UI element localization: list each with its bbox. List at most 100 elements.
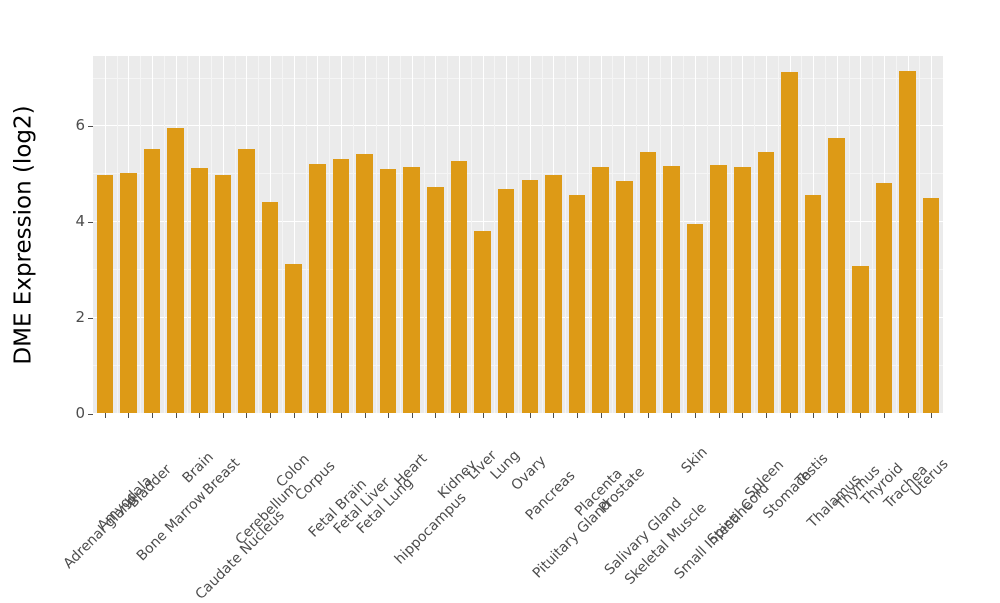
- bar: [261, 202, 279, 413]
- x-axis-tickmark: [222, 413, 224, 418]
- bar: [852, 265, 869, 413]
- bar: [143, 148, 161, 413]
- bar: [757, 152, 775, 413]
- y-axis-tick-label: 4: [48, 212, 93, 230]
- plot-panel: [93, 56, 943, 413]
- x-axis-tick-labels: Adrenal gland Amygdala Bladder Bone Marrow B…: [60, 419, 952, 603]
- x-axis-tickmark: [128, 413, 130, 418]
- bar: [710, 164, 727, 413]
- gridline-minor-vertical: [281, 56, 283, 413]
- x-axis-tickmark: [789, 413, 791, 418]
- x-axis-tickmark: [695, 413, 697, 418]
- bar: [285, 263, 302, 413]
- bar: [427, 186, 444, 413]
- x-axis-tickmark: [577, 413, 579, 418]
- gridline-minor-vertical: [848, 56, 850, 413]
- gridline-minor-vertical: [565, 56, 567, 413]
- x-axis-tickmark: [482, 413, 484, 418]
- x-axis-tickmark: [104, 413, 106, 418]
- x-axis-tick-text: hippocampus: [392, 489, 470, 568]
- y-axis-tick-text: 4: [75, 212, 85, 231]
- bar: [734, 167, 751, 413]
- x-axis-tickmark: [458, 413, 460, 418]
- x-axis-tickmark: [860, 413, 862, 418]
- bar: [356, 154, 373, 413]
- gridline-minor-vertical: [706, 56, 708, 413]
- x-axis-tickmark: [293, 413, 295, 418]
- gridline-minor-vertical: [116, 56, 118, 413]
- gridline-minor-vertical: [329, 56, 331, 413]
- gridline-minor-vertical: [754, 56, 756, 413]
- gridline-minor-vertical: [872, 56, 874, 413]
- gridline-minor-vertical: [541, 56, 543, 413]
- bar: [639, 151, 657, 413]
- x-axis-tickmark: [270, 413, 272, 418]
- x-axis-tickmark: [907, 413, 909, 418]
- bar: [497, 189, 515, 413]
- gridline-minor-vertical: [234, 56, 236, 413]
- y-axis-tick-text: 0: [75, 404, 85, 422]
- bar: [332, 158, 350, 413]
- bar-chart-figure: DME Expression (log2) 0 2 4 6 Adrenal gland…: [0, 0, 952, 603]
- bar: [214, 175, 232, 413]
- x-axis-tickmark: [317, 413, 319, 418]
- x-axis-tick-label: Ovary: [508, 423, 579, 494]
- x-axis-tickmark: [883, 413, 885, 418]
- bar: [120, 173, 137, 413]
- bar: [238, 148, 255, 413]
- bar: [379, 168, 397, 413]
- x-axis-tickmark: [931, 413, 933, 418]
- gridline-major-vertical: [860, 56, 862, 413]
- gridline-minor-vertical: [140, 56, 142, 413]
- gridline-minor-vertical: [258, 56, 260, 413]
- x-axis-tickmark: [435, 413, 437, 418]
- gridline-minor-vertical: [518, 56, 519, 413]
- gridline-minor-vertical: [352, 56, 354, 413]
- x-axis-tickmark: [199, 413, 201, 418]
- gridline-minor-vertical: [470, 56, 472, 413]
- y-axis-tickmark: [88, 126, 93, 128]
- gridline-minor-vertical: [211, 56, 213, 413]
- y-axis-tick-labels: 0 2 4 6: [48, 0, 93, 470]
- bar: [686, 223, 704, 413]
- x-axis-tickmark: [765, 413, 767, 418]
- bar: [474, 231, 491, 413]
- bar: [922, 198, 940, 413]
- x-axis-tickmark: [836, 413, 838, 418]
- gridline-minor-vertical: [494, 56, 496, 413]
- y-axis-tick-label: 2: [48, 308, 93, 326]
- gridline-minor-vertical: [777, 56, 779, 413]
- gridline-minor-vertical: [187, 56, 189, 413]
- bar: [899, 70, 916, 413]
- bar: [568, 194, 586, 413]
- x-axis-tickmark: [647, 413, 649, 418]
- y-axis-tickmark: [88, 414, 93, 415]
- bar: [615, 180, 633, 413]
- x-axis-tickmark: [364, 413, 366, 418]
- gridline-major-vertical: [293, 56, 295, 413]
- bar: [804, 194, 822, 413]
- x-axis-tickmark: [718, 413, 720, 418]
- gridline-minor-vertical: [376, 56, 378, 413]
- gridline-minor-vertical: [659, 56, 661, 413]
- gridline-minor-vertical: [588, 56, 590, 413]
- bar: [96, 175, 114, 413]
- bar: [167, 127, 184, 413]
- gridline-minor-vertical: [919, 56, 921, 413]
- gridline-minor-vertical: [824, 56, 826, 413]
- bar: [190, 168, 208, 413]
- y-axis-tick-label: 0: [48, 404, 93, 422]
- y-axis-tickmark: [88, 318, 93, 320]
- x-axis-tickmark: [671, 413, 673, 418]
- x-axis-tickmark: [600, 413, 602, 418]
- bar: [592, 166, 609, 413]
- bar: [403, 167, 420, 413]
- bar: [309, 163, 326, 413]
- gridline-minor-vertical: [683, 56, 685, 413]
- y-axis-title-text: DME Expression (log2): [11, 105, 38, 365]
- x-axis-tickmark: [152, 413, 154, 418]
- y-axis-tick-text: 6: [75, 116, 85, 135]
- y-axis-title: DME Expression (log2): [0, 0, 48, 470]
- x-axis-tickmark: [340, 413, 342, 418]
- x-axis-tickmark: [411, 413, 413, 418]
